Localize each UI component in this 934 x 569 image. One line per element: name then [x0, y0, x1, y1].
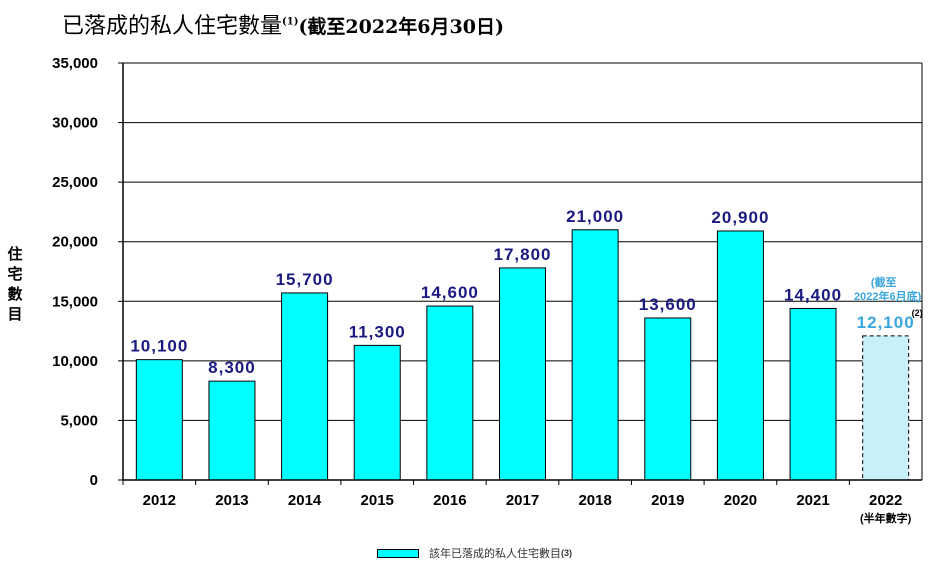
y-tick-label: 0: [90, 472, 98, 489]
value-label-2021: 14,400: [784, 285, 842, 304]
y-tick-label: 25,000: [52, 174, 98, 191]
y-tick-label: 10,000: [52, 353, 98, 370]
legend: 該年已落成的私人住宅數目 (3): [377, 545, 572, 561]
x-tick-label: 2018: [578, 492, 611, 509]
y-tick-label: 30,000: [52, 115, 98, 132]
bar-2019: [644, 317, 692, 481]
x-tick-label: 2021: [796, 492, 829, 509]
bar-2016: [426, 305, 474, 481]
bar-2022: [862, 335, 910, 481]
y-axis-label: 住宅數目: [7, 246, 23, 323]
x-tick-label: 2019: [651, 492, 684, 509]
x-tick-label: 2015: [361, 492, 394, 509]
value-label-2013: 8,300: [208, 358, 256, 377]
y-tick-label: 5,000: [60, 412, 98, 429]
value-label-2016: 14,600: [421, 283, 479, 302]
title-text: 已落成的私人住宅數量: [62, 14, 283, 39]
y-tick-label: 15,000: [52, 293, 98, 310]
bar-2020: [716, 230, 764, 481]
bar-2013: [208, 380, 256, 481]
annotation-line1: (截至: [871, 275, 897, 289]
legend-note: (3): [561, 548, 572, 558]
value-label-2015: 11,300: [349, 322, 406, 341]
y-tick-label: 35,000: [52, 55, 98, 72]
bar-2015: [353, 344, 401, 481]
value-label-2022: 12,100: [857, 313, 915, 332]
bar-2017: [499, 267, 546, 481]
x-tick-label: 2014: [288, 492, 322, 509]
legend-label: 該年已落成的私人住宅數目: [429, 548, 561, 560]
chart-title: 已落成的私人住宅數量(1)(截至2022年6月30日): [62, 8, 504, 40]
value-label-2017: 17,800: [494, 245, 552, 264]
x-tick-note: (半年數字): [860, 511, 912, 525]
chart-subtitle: (截至2022年6月30日): [298, 16, 504, 38]
legend-swatch: [377, 548, 419, 558]
x-tick-label: 2013: [215, 492, 248, 509]
value-label-2012: 10,100: [130, 337, 188, 356]
bar-2021: [789, 307, 837, 481]
x-tick-label: 2012: [143, 492, 176, 509]
x-tick-label: 2017: [506, 492, 539, 509]
annotation-note: (2): [912, 308, 923, 318]
value-label-2014: 15,700: [276, 270, 334, 289]
x-tick-label: 2020: [724, 492, 757, 509]
y-tick-label: 20,000: [52, 234, 98, 251]
title-note: (1): [282, 16, 299, 28]
bar-2018: [571, 229, 619, 481]
bar-2012: [135, 359, 183, 481]
bar-2014: [281, 292, 329, 481]
value-label-2020: 20,900: [711, 208, 769, 227]
annotation-line2: 2022年6月底): [854, 289, 922, 303]
x-tick-label: 2016: [433, 492, 466, 509]
x-tick-label: 2022: [869, 492, 902, 509]
value-label-2018: 21,000: [566, 207, 624, 226]
value-label-2019: 13,600: [639, 295, 697, 314]
